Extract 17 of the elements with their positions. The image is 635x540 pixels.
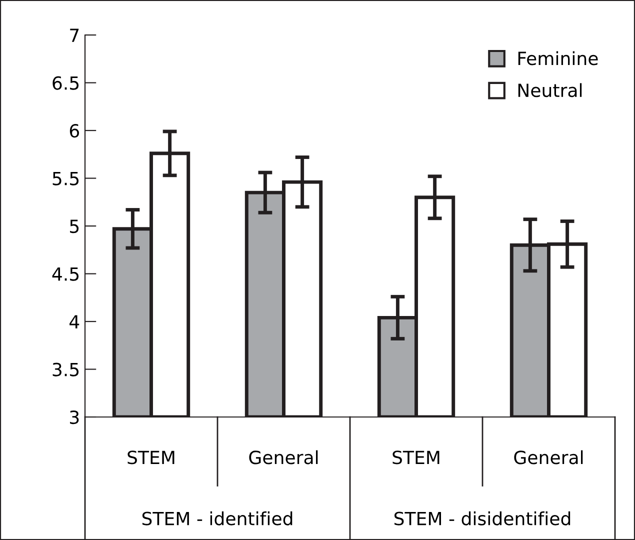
x-tick-label: STEM [392,450,440,464]
y-tick-label: 5.5 [52,172,79,186]
text: STEM - disidentified [394,511,570,526]
y-tick-label: 5 [70,220,79,234]
x-tick-label: General [514,450,583,464]
legend-label: Neutral [518,83,582,98]
y-tick-label: 7 [70,28,79,42]
x-tick-label: STEM [128,450,174,464]
y-tick-label: 3.5 [52,362,79,376]
legend-label: Feminine [518,51,598,66]
x-tick-label: General [249,450,318,464]
y-tick-label: 4.5 [52,267,79,281]
y-tick-label: 6 [70,124,79,138]
y-tick-label: 4 [70,315,80,328]
y-tick-label: 6.5 [52,76,79,90]
y-tick-label: 3 [70,410,79,424]
text: STEM - identified [142,511,292,526]
